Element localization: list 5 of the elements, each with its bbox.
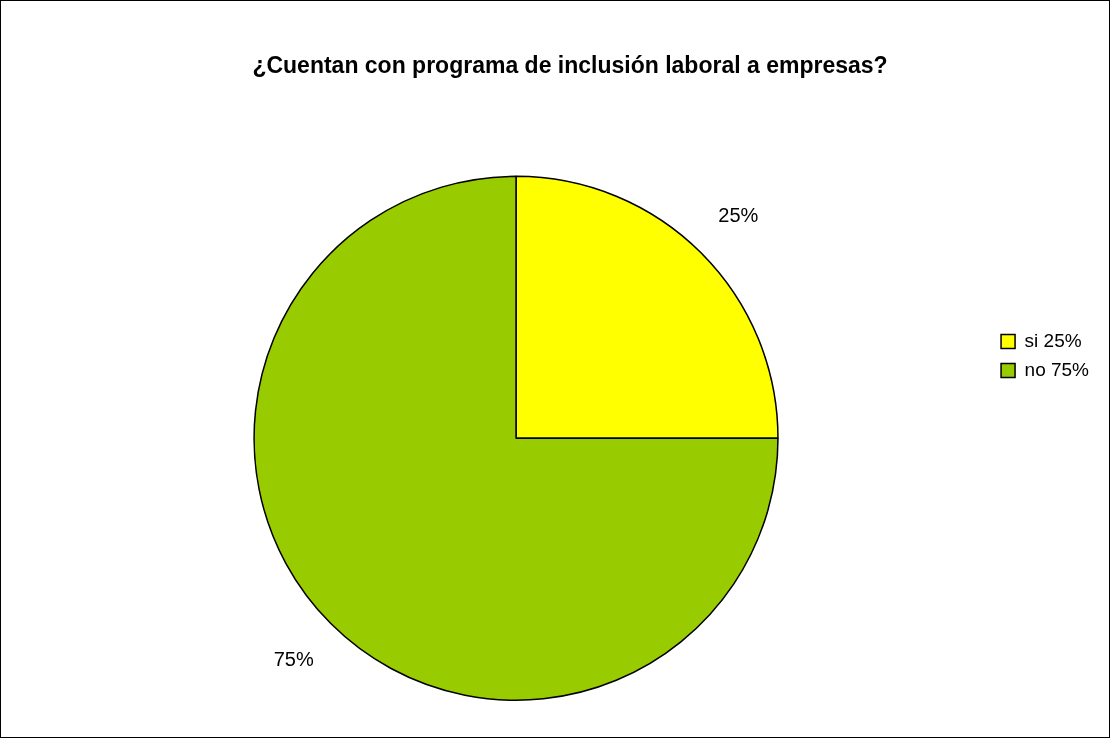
data-label: 25% [718, 203, 759, 226]
chart-title: ¿Cuentan con programa de inclusión laboral a empresas? [252, 52, 888, 79]
legend-label: si 25% [1024, 329, 1082, 351]
data-label: 75% [273, 648, 314, 671]
legend-label: no 75% [1024, 358, 1090, 380]
